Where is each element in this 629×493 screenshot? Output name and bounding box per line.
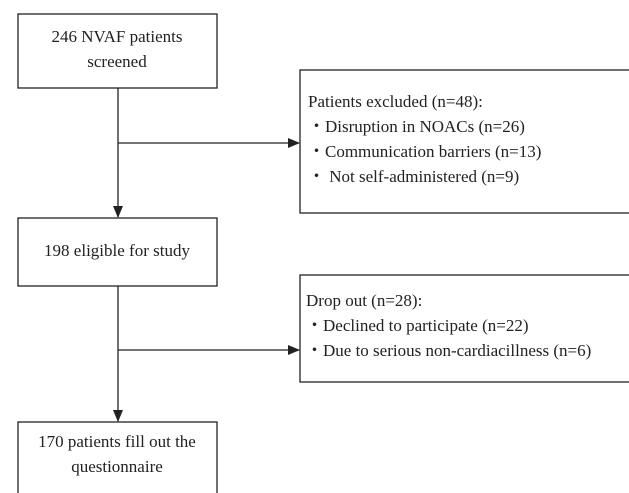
box — [17, 421, 218, 493]
node-text: Drop out (n=28): — [306, 291, 422, 310]
box — [299, 274, 629, 383]
node-text: Patients excluded (n=48): — [308, 92, 483, 111]
node-text: ・Disruption in NOACs (n=26) — [308, 117, 525, 136]
node-text: ・Due to serious non-cardiacillness (n=6) — [306, 341, 591, 360]
node-text: questionnaire — [71, 457, 163, 476]
node-text: 246 NVAF patients — [52, 27, 183, 46]
box — [17, 217, 218, 287]
labels: 246 NVAF patients screened Patients exclud… — [38, 27, 591, 476]
node-text: 170 patients fill out the — [38, 432, 196, 451]
box — [299, 69, 629, 214]
node-text: 198 eligible for study — [44, 241, 190, 260]
node-text: screened — [87, 52, 147, 71]
node-text: ・ Not self-administered (n=9) — [308, 167, 519, 186]
node-text: ・Declined to participate (n=22) — [306, 316, 528, 335]
box — [17, 13, 218, 89]
node-text: ・Communication barriers (n=13) — [308, 142, 541, 161]
